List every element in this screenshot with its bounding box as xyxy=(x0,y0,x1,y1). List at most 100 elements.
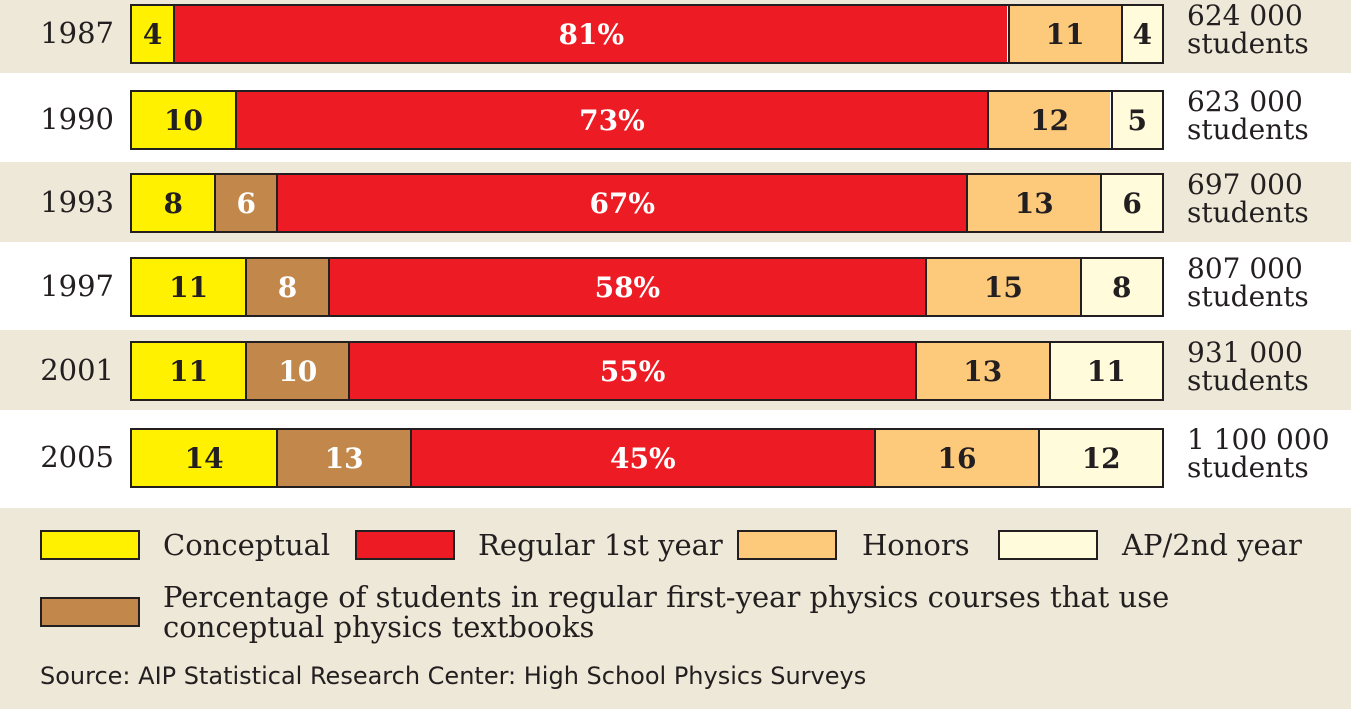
year-label: 2001 xyxy=(40,353,114,387)
legend xyxy=(0,508,1351,709)
legend-swatch-honors xyxy=(737,530,837,560)
segment-value-label: 8 xyxy=(1112,270,1132,304)
bar-segment-honors: 16 xyxy=(873,430,1039,486)
segment-value-label: 13 xyxy=(963,354,1003,388)
stacked-bar: 10 73% 12 5 xyxy=(130,90,1164,150)
bar-row-2005: 2005 14 13 45% 16 12 1 100 000 students xyxy=(0,414,1351,494)
year-label: 1993 xyxy=(40,185,114,219)
bar-segment-ap: 5 xyxy=(1110,92,1162,148)
segment-value-label: 5 xyxy=(1127,103,1147,137)
student-total: 931 000 students xyxy=(1187,339,1309,395)
segment-value-label: 13 xyxy=(324,441,364,475)
segment-value-label: 67% xyxy=(589,186,656,220)
legend-label-honors: Honors xyxy=(862,528,970,562)
student-total-number: 931 000 xyxy=(1187,336,1303,369)
bar-segment-ap: 8 xyxy=(1079,259,1162,315)
student-total-unit: students xyxy=(1187,280,1309,313)
segment-value-label: 4 xyxy=(142,17,163,51)
segment-value-label: 14 xyxy=(184,441,224,475)
bar-row-1993: 1993 8 6 67% 13 6 697 000 students xyxy=(0,162,1351,242)
student-total-unit: students xyxy=(1187,451,1309,484)
bar-segment-conceptual-textbook: 8 xyxy=(245,259,328,315)
bar-segment-conceptual-textbook: 10 xyxy=(245,343,349,399)
bar-segment-regular: 55% xyxy=(348,343,915,399)
bar-segment-conceptual: 4 xyxy=(132,6,174,62)
bar-segment-ap: 11 xyxy=(1048,343,1162,399)
bar-segment-conceptual: 11 xyxy=(132,343,246,399)
bar-segment-honors: 13 xyxy=(914,343,1049,399)
segment-value-label: 4 xyxy=(1132,17,1153,51)
bar-row-1990: 1990 10 73% 12 5 623 000 students xyxy=(0,80,1351,158)
legend-label-ap: AP/2nd year xyxy=(1122,528,1302,562)
segment-value-label: 6 xyxy=(236,186,257,220)
segment-value-label: 12 xyxy=(1030,103,1070,137)
legend-label-regular: Regular 1st year xyxy=(478,528,723,562)
segment-value-label: 11 xyxy=(1045,17,1085,51)
bar-segment-regular: 81% xyxy=(173,6,1008,62)
segment-value-label: 10 xyxy=(278,354,318,388)
student-total-unit: students xyxy=(1187,364,1309,397)
stacked-bar: 4 81% 11 4 xyxy=(130,4,1164,64)
bar-segment-conceptual: 14 xyxy=(132,430,277,486)
bar-segment-conceptual: 10 xyxy=(132,92,235,148)
student-total-number: 697 000 xyxy=(1187,168,1303,201)
bar-segment-regular: 67% xyxy=(276,175,967,231)
bar-segment-conceptual: 11 xyxy=(132,259,246,315)
legend-label-conceptual: Conceptual xyxy=(163,528,331,562)
bar-segment-ap: 6 xyxy=(1100,175,1162,231)
student-total-number: 624 000 xyxy=(1187,0,1303,32)
student-total: 807 000 students xyxy=(1187,255,1309,311)
stacked-bar: 14 13 45% 16 12 xyxy=(130,428,1164,488)
segment-value-label: 11 xyxy=(169,270,209,304)
bar-segment-ap: 4 xyxy=(1120,6,1162,62)
student-total-number: 1 100 000 xyxy=(1187,423,1330,456)
segment-value-label: 11 xyxy=(169,354,209,388)
legend-label-conceptual-textbook: Percentage of students in regular first-… xyxy=(163,580,1170,644)
student-total-number: 623 000 xyxy=(1187,85,1303,118)
bar-segment-conceptual-textbook: 13 xyxy=(276,430,411,486)
bar-segment-regular: 45% xyxy=(410,430,874,486)
segment-value-label: 58% xyxy=(594,270,661,304)
bar-segment-honors: 13 xyxy=(966,175,1101,231)
segment-value-label: 45% xyxy=(610,441,676,475)
segment-value-label: 10 xyxy=(164,103,203,137)
segment-value-label: 11 xyxy=(1086,354,1126,388)
student-total: 697 000 students xyxy=(1187,171,1309,227)
source-note: Source: AIP Statistical Research Center:… xyxy=(40,662,867,690)
legend-swatch-ap xyxy=(998,530,1098,560)
student-total-unit: students xyxy=(1187,113,1309,146)
bar-segment-conceptual-textbook: 6 xyxy=(214,175,277,231)
bar-segment-honors: 12 xyxy=(986,92,1111,148)
segment-value-label: 16 xyxy=(937,441,977,475)
student-total-number: 807 000 xyxy=(1187,252,1303,285)
bar-row-1997: 1997 11 8 58% 15 8 807 000 students xyxy=(0,246,1351,326)
year-label: 1990 xyxy=(40,102,114,136)
stacked-bar: 11 8 58% 15 8 xyxy=(130,257,1164,317)
student-total-unit: students xyxy=(1187,27,1309,60)
student-total: 1 100 000 students xyxy=(1187,426,1330,482)
segment-value-label: 12 xyxy=(1081,441,1121,475)
bar-segment-conceptual: 8 xyxy=(132,175,215,231)
bar-row-2001: 2001 11 10 55% 13 11 931 000 students xyxy=(0,330,1351,410)
legend-swatch-conceptual xyxy=(40,530,140,560)
student-total: 623 000 students xyxy=(1187,88,1309,144)
stacked-bar: 8 6 67% 13 6 xyxy=(130,173,1164,233)
segment-value-label: 81% xyxy=(558,17,625,51)
bar-segment-honors: 11 xyxy=(1007,6,1121,62)
segment-value-label: 15 xyxy=(983,270,1023,304)
bar-segment-regular: 58% xyxy=(327,259,926,315)
bar-segment-ap: 12 xyxy=(1038,430,1162,486)
segment-value-label: 55% xyxy=(599,354,666,388)
stacked-bar: 11 10 55% 13 11 xyxy=(130,341,1164,401)
student-total: 624 000 students xyxy=(1187,2,1309,58)
segment-value-label: 13 xyxy=(1014,186,1054,220)
student-total-unit: students xyxy=(1187,196,1309,229)
year-label: 1997 xyxy=(40,269,114,303)
year-label: 1987 xyxy=(40,16,114,50)
legend-swatch-conceptual-textbook xyxy=(40,597,140,627)
bar-segment-regular: 73% xyxy=(235,92,987,148)
segment-value-label: 6 xyxy=(1122,186,1142,220)
legend-swatch-regular xyxy=(355,530,455,560)
segment-value-label: 8 xyxy=(163,186,183,220)
